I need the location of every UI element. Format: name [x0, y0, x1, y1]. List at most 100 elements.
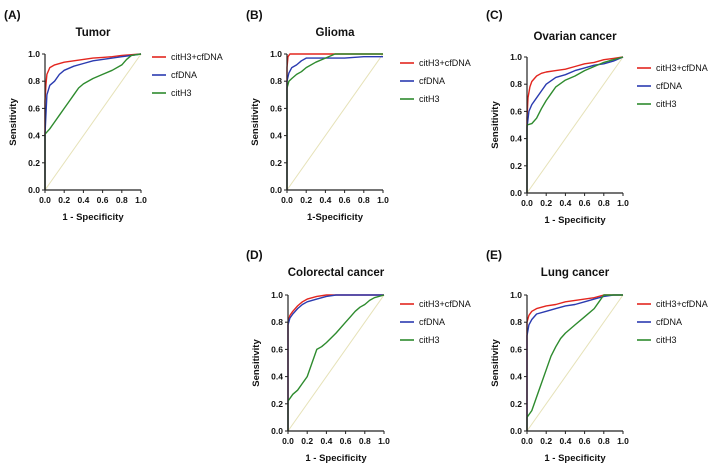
- y-axis-title: Sensitivity: [250, 98, 261, 146]
- x-tick-label: 0.4: [77, 195, 89, 205]
- legend: citH3+cfDNA cfDNA citH3: [637, 299, 708, 345]
- roc-curve-cith3: [526, 294, 623, 431]
- x-tick-label: 0.2: [300, 195, 312, 205]
- legend-label: citH3+cfDNA: [419, 58, 471, 68]
- x-tick-label: 1.0: [378, 436, 390, 446]
- y-tick-label: 0.8: [270, 76, 282, 86]
- y-tick-label: 0.8: [510, 317, 522, 327]
- y-tick-label: 0.0: [510, 188, 522, 198]
- y-tick-label: 1.0: [510, 290, 522, 300]
- x-axis-title: 1 - Specificity: [62, 212, 124, 223]
- x-axis-title: 1 - Specificity: [544, 215, 606, 226]
- legend-label: citH3: [656, 99, 677, 109]
- x-tick-label: 0.6: [579, 436, 591, 446]
- panel-label: (B): [246, 8, 263, 22]
- legend-label: citH3: [171, 88, 192, 98]
- roc-curve-cith3: [44, 53, 142, 190]
- panel-label: (C): [486, 8, 503, 22]
- y-tick-label: 1.0: [28, 49, 40, 59]
- y-tick-label: 0.0: [270, 185, 282, 195]
- roc-curve-cith3: [287, 294, 385, 431]
- reference-diagonal: [286, 53, 384, 191]
- y-tick-label: 0.0: [510, 426, 522, 436]
- legend: citH3+cfDNA cfDNA citH3: [400, 58, 471, 104]
- reference-diagonal: [526, 294, 624, 432]
- y-tick-label: 0.6: [510, 344, 522, 354]
- y-tick-label: 0.6: [28, 103, 40, 113]
- y-tick-label: 0.2: [28, 158, 40, 168]
- roc-curve-cfdna: [286, 56, 383, 190]
- reference-diagonal: [287, 294, 385, 432]
- panel-title: Colorectal cancer: [288, 267, 385, 279]
- x-tick-label: 1.0: [617, 436, 629, 446]
- x-axis-title: 1 - Specificity: [544, 453, 606, 464]
- legend-label: citH3: [419, 94, 440, 104]
- legend-label: cfDNA: [419, 76, 445, 86]
- legend-label: citH3+cfDNA: [419, 299, 471, 309]
- legend-label: cfDNA: [656, 317, 682, 327]
- roc-panel-c: (C) Ovarian cancer 0.0 0.2 0.4 0.6 0.8 1.0 0.0 0.…: [486, 8, 708, 226]
- y-tick-label: 0.6: [271, 344, 283, 354]
- y-axis-title: Sensitivity: [490, 339, 501, 387]
- panel-title: Glioma: [316, 27, 356, 39]
- panel-title: Ovarian cancer: [533, 31, 617, 43]
- x-tick-label: 0.0: [521, 198, 533, 208]
- x-tick-label: 0.0: [282, 436, 294, 446]
- y-axis-title: Sensitivity: [8, 98, 19, 146]
- x-tick-label: 0.4: [559, 198, 571, 208]
- legend: citH3+cfDNA cfDNA citH3: [637, 63, 708, 109]
- roc-panel-b: (B) Glioma 0.0 0.2 0.4 0.6 0.8 1.0 0.0 0.2 0.4 0.6 0…: [246, 8, 471, 223]
- roc-curve-cith3-cfdna: [526, 56, 624, 193]
- legend-label: cfDNA: [419, 317, 445, 327]
- panel-label: (E): [486, 248, 502, 262]
- legend: citH3+cfDNA cfDNA citH3: [152, 52, 223, 98]
- y-tick-label: 0.4: [271, 372, 283, 382]
- y-tick-label: 0.6: [270, 103, 282, 113]
- x-tick-label: 0.0: [521, 436, 533, 446]
- x-tick-label: 0.0: [281, 195, 293, 205]
- x-tick-label: 0.6: [340, 436, 352, 446]
- panel-label: (A): [4, 8, 21, 22]
- legend: citH3+cfDNA cfDNA citH3: [400, 299, 471, 345]
- x-tick-label: 1.0: [617, 198, 629, 208]
- y-axis-title: Sensitivity: [251, 339, 262, 387]
- x-tick-label: 0.8: [598, 436, 610, 446]
- y-tick-label: 0.2: [510, 161, 522, 171]
- legend-label: citH3+cfDNA: [656, 63, 708, 73]
- legend-label: citH3: [419, 335, 440, 345]
- y-tick-label: 0.4: [510, 134, 522, 144]
- roc-panel-d: (D) Colorectal cancer 0.0 0.2 0.4 0.6 0.8 1.0 0.…: [246, 248, 471, 464]
- roc-panel-e: (E) Lung cancer 0.0 0.2 0.4 0.6 0.8 1.0 0.0 0.2 0.…: [486, 248, 708, 464]
- y-tick-label: 0.8: [28, 76, 40, 86]
- reference-diagonal: [44, 53, 142, 191]
- roc-curve-cfdna: [44, 53, 142, 190]
- y-tick-label: 0.2: [510, 399, 522, 409]
- legend-label: cfDNA: [656, 81, 682, 91]
- x-tick-label: 0.2: [301, 436, 313, 446]
- y-tick-label: 0.8: [510, 79, 522, 89]
- x-tick-label: 0.8: [598, 198, 610, 208]
- roc-curve-cith3: [526, 56, 624, 193]
- reference-diagonal: [526, 56, 624, 194]
- roc-curve-cfdna: [287, 294, 384, 431]
- x-tick-label: 0.8: [359, 436, 371, 446]
- legend-label: citH3+cfDNA: [656, 299, 708, 309]
- x-tick-label: 0.2: [540, 198, 552, 208]
- y-tick-label: 1.0: [510, 52, 522, 62]
- y-tick-label: 0.4: [510, 372, 522, 382]
- panel-title: Lung cancer: [541, 267, 610, 279]
- roc-curve-cith3: [286, 53, 383, 190]
- x-tick-label: 0.4: [319, 195, 331, 205]
- y-tick-label: 0.6: [510, 106, 522, 116]
- roc-curve-cith3-cfdna: [44, 53, 142, 190]
- x-tick-label: 0.6: [339, 195, 351, 205]
- panel-label: (D): [246, 248, 263, 262]
- x-tick-label: 0.4: [320, 436, 332, 446]
- x-tick-label: 0.8: [116, 195, 128, 205]
- y-tick-label: 0.2: [271, 399, 283, 409]
- y-tick-label: 0.4: [28, 131, 40, 141]
- roc-panel-a: (A) Tumor 0.0 0.2 0.4 0.6 0.8 1.0 0.0 0.2 0.4 0.6 0.…: [4, 8, 223, 223]
- x-tick-label: 0.4: [559, 436, 571, 446]
- x-tick-label: 0.6: [579, 198, 591, 208]
